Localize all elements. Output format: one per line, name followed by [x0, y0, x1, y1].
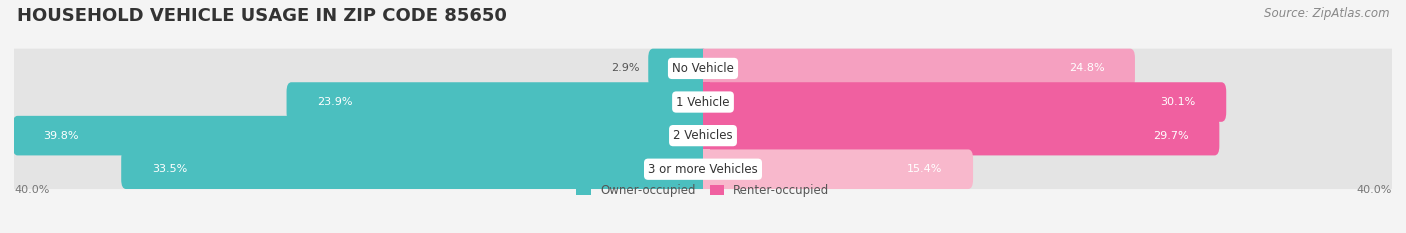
FancyBboxPatch shape — [703, 116, 710, 155]
FancyBboxPatch shape — [699, 116, 1219, 155]
Text: 3 or more Vehicles: 3 or more Vehicles — [648, 163, 758, 176]
FancyBboxPatch shape — [121, 149, 707, 189]
FancyBboxPatch shape — [703, 82, 710, 122]
Text: 23.9%: 23.9% — [318, 97, 353, 107]
FancyBboxPatch shape — [10, 49, 1396, 88]
Legend: Owner-occupied, Renter-occupied: Owner-occupied, Renter-occupied — [576, 184, 830, 197]
Text: HOUSEHOLD VEHICLE USAGE IN ZIP CODE 85650: HOUSEHOLD VEHICLE USAGE IN ZIP CODE 8565… — [17, 7, 506, 25]
FancyBboxPatch shape — [10, 116, 1396, 155]
FancyBboxPatch shape — [10, 149, 1396, 189]
Text: 39.8%: 39.8% — [44, 131, 79, 141]
Text: 24.8%: 24.8% — [1069, 63, 1104, 73]
Text: No Vehicle: No Vehicle — [672, 62, 734, 75]
FancyBboxPatch shape — [696, 49, 703, 88]
FancyBboxPatch shape — [703, 149, 710, 189]
FancyBboxPatch shape — [703, 49, 710, 88]
FancyBboxPatch shape — [699, 49, 1135, 88]
FancyBboxPatch shape — [699, 149, 973, 189]
FancyBboxPatch shape — [10, 82, 1396, 122]
Text: 30.1%: 30.1% — [1160, 97, 1195, 107]
FancyBboxPatch shape — [287, 82, 707, 122]
FancyBboxPatch shape — [696, 149, 703, 189]
Text: 29.7%: 29.7% — [1153, 131, 1188, 141]
FancyBboxPatch shape — [699, 82, 1226, 122]
FancyBboxPatch shape — [13, 116, 707, 155]
Text: 33.5%: 33.5% — [152, 164, 187, 174]
Text: 2.9%: 2.9% — [610, 63, 640, 73]
FancyBboxPatch shape — [696, 116, 703, 155]
Text: 1 Vehicle: 1 Vehicle — [676, 96, 730, 109]
FancyBboxPatch shape — [696, 82, 703, 122]
Text: 40.0%: 40.0% — [1357, 185, 1392, 195]
Text: Source: ZipAtlas.com: Source: ZipAtlas.com — [1264, 7, 1389, 20]
Text: 15.4%: 15.4% — [907, 164, 942, 174]
Text: 40.0%: 40.0% — [14, 185, 49, 195]
FancyBboxPatch shape — [648, 49, 707, 88]
Text: 2 Vehicles: 2 Vehicles — [673, 129, 733, 142]
